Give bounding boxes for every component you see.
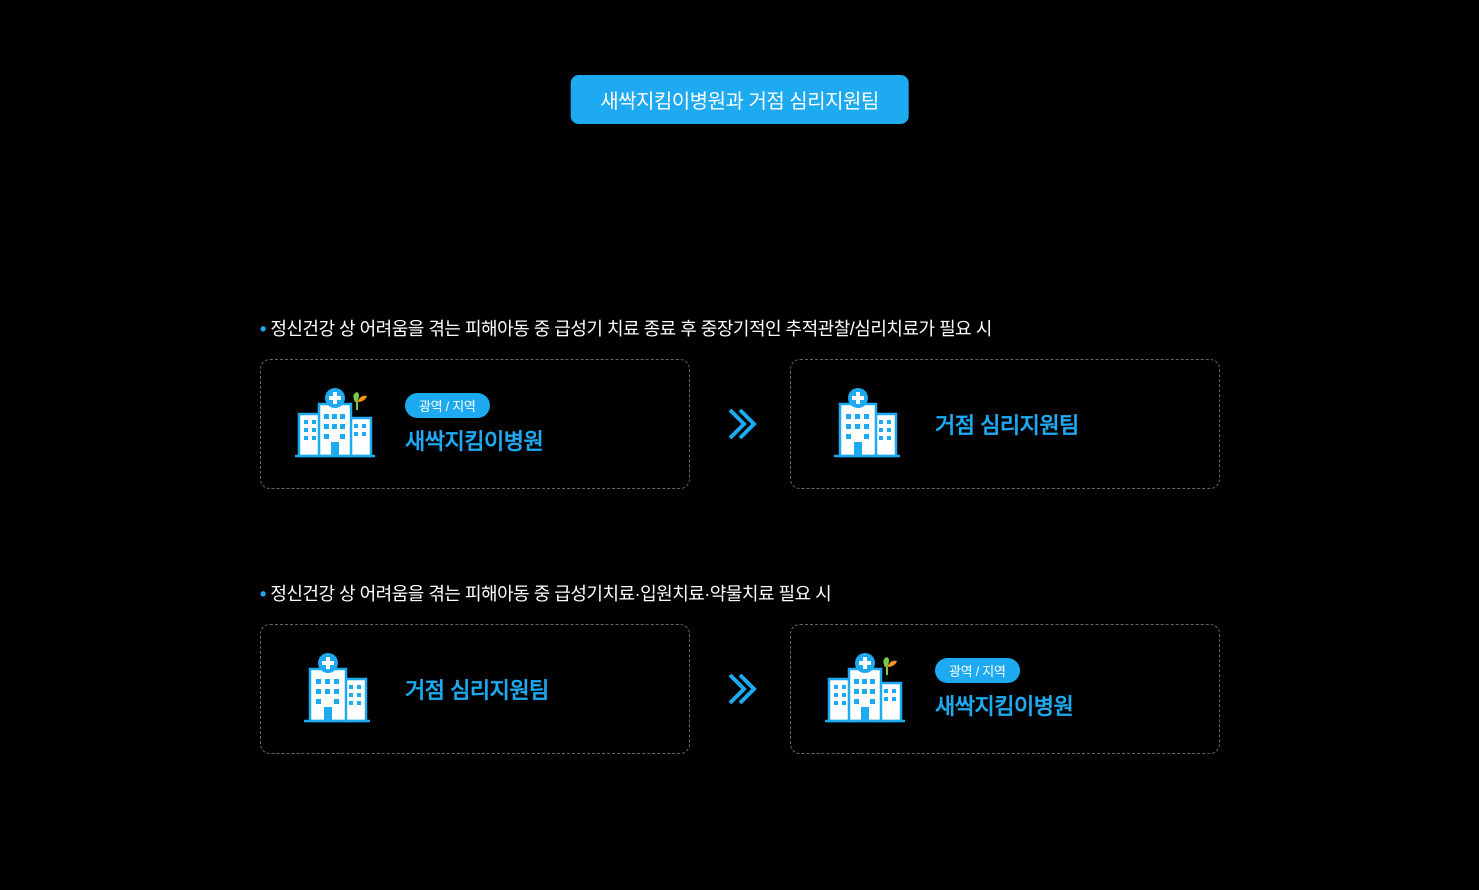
hospital-leaf-icon xyxy=(821,649,911,729)
section-1: 정신건강 상 어려움을 겪는 피해아동 중 급성기 치료 종료 후 중장기적인 … xyxy=(260,315,1240,489)
section-1-right-card: 거점 심리지원팀 xyxy=(790,359,1220,489)
card-title: 거점 심리지원팀 xyxy=(405,673,549,705)
card-title: 새싹지킴이병원 xyxy=(935,689,1073,721)
card-title: 새싹지킴이병원 xyxy=(405,424,543,456)
section-1-left-text: 광역 / 지역 새싹지킴이병원 xyxy=(405,393,543,456)
page-title-text: 새싹지킴이병원과 거점 심리지원팀 xyxy=(600,91,879,113)
section-2-right-text: 광역 / 지역 새싹지킴이병원 xyxy=(935,658,1073,721)
arrow-right-icon xyxy=(690,404,790,444)
card-title: 거점 심리지원팀 xyxy=(935,408,1079,440)
section-2: 정신건강 상 어려움을 겪는 피해아동 중 급성기치료·입원치료·약물치료 필요… xyxy=(260,580,1240,754)
section-2-right-card: 광역 / 지역 새싹지킴이병원 xyxy=(790,624,1220,754)
section-2-flow: 거점 심리지원팀 xyxy=(260,624,1240,754)
arrow-right-icon xyxy=(690,669,790,709)
region-pill: 광역 / 지역 xyxy=(935,658,1020,683)
section-2-left-text: 거점 심리지원팀 xyxy=(405,673,549,705)
region-pill: 광역 / 지역 xyxy=(405,393,490,418)
section-1-right-text: 거점 심리지원팀 xyxy=(935,408,1079,440)
section-1-left-card: 광역 / 지역 새싹지킴이병원 xyxy=(260,359,690,489)
section-1-flow: 광역 / 지역 새싹지킴이병원 xyxy=(260,359,1240,489)
section-2-left-card: 거점 심리지원팀 xyxy=(260,624,690,754)
hospital-icon xyxy=(291,649,381,729)
section-1-bullet: 정신건강 상 어려움을 겪는 피해아동 중 급성기 치료 종료 후 중장기적인 … xyxy=(260,315,1240,341)
section-2-bullet: 정신건강 상 어려움을 겪는 피해아동 중 급성기치료·입원치료·약물치료 필요… xyxy=(260,580,1240,606)
page-title-badge: 새싹지킴이병원과 거점 심리지원팀 xyxy=(570,75,909,124)
hospital-icon xyxy=(821,384,911,464)
hospital-leaf-icon xyxy=(291,384,381,464)
